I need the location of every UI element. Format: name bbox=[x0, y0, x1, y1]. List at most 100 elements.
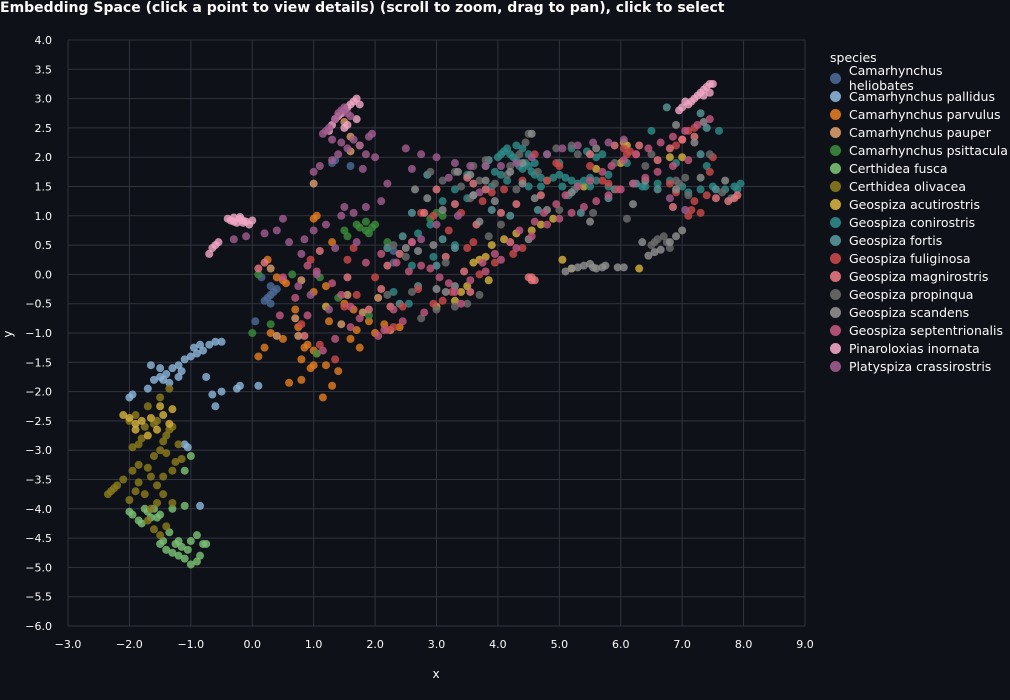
data-point[interactable] bbox=[398, 302, 407, 311]
data-point[interactable] bbox=[653, 156, 662, 165]
data-point[interactable] bbox=[229, 213, 238, 222]
legend-item[interactable]: Camarhynchus pallidus bbox=[830, 87, 1010, 105]
data-point[interactable] bbox=[668, 132, 677, 141]
data-point[interactable] bbox=[346, 334, 355, 343]
data-point[interactable] bbox=[174, 551, 183, 560]
data-point[interactable] bbox=[481, 252, 490, 261]
data-point[interactable] bbox=[552, 200, 561, 209]
data-point[interactable] bbox=[174, 537, 183, 546]
data-point[interactable] bbox=[340, 302, 349, 311]
data-point[interactable] bbox=[426, 220, 435, 229]
data-point[interactable] bbox=[343, 144, 352, 153]
data-point[interactable] bbox=[315, 161, 324, 170]
data-point[interactable] bbox=[254, 352, 263, 361]
data-point[interactable] bbox=[149, 419, 158, 428]
data-point[interactable] bbox=[168, 466, 177, 475]
data-point[interactable] bbox=[208, 244, 217, 253]
data-point[interactable] bbox=[235, 212, 244, 221]
data-point[interactable] bbox=[512, 185, 521, 194]
data-point[interactable] bbox=[337, 138, 346, 147]
data-point[interactable] bbox=[217, 387, 226, 396]
data-point[interactable] bbox=[318, 346, 327, 355]
data-point[interactable] bbox=[604, 170, 613, 179]
data-point[interactable] bbox=[312, 270, 321, 279]
data-point[interactable] bbox=[128, 390, 137, 399]
data-point[interactable] bbox=[165, 384, 174, 393]
data-point[interactable] bbox=[647, 150, 656, 159]
data-point[interactable] bbox=[174, 372, 183, 381]
data-point[interactable] bbox=[711, 194, 720, 203]
data-point[interactable] bbox=[616, 185, 625, 194]
data-point[interactable] bbox=[371, 273, 380, 282]
data-point[interactable] bbox=[331, 334, 340, 343]
data-point[interactable] bbox=[530, 159, 539, 168]
data-point[interactable] bbox=[466, 287, 475, 296]
data-point[interactable] bbox=[487, 205, 496, 214]
data-point[interactable] bbox=[662, 103, 671, 112]
data-point[interactable] bbox=[610, 141, 619, 150]
data-point[interactable] bbox=[496, 208, 505, 217]
data-point[interactable] bbox=[260, 296, 269, 305]
data-point[interactable] bbox=[469, 238, 478, 247]
data-point[interactable] bbox=[543, 150, 552, 159]
data-point[interactable] bbox=[678, 226, 687, 235]
legend-item[interactable]: Camarhynchus parvulus bbox=[830, 105, 1010, 123]
data-point[interactable] bbox=[699, 91, 708, 100]
data-point[interactable] bbox=[552, 144, 561, 153]
data-point[interactable] bbox=[143, 431, 152, 440]
data-point[interactable] bbox=[242, 232, 251, 241]
data-point[interactable] bbox=[162, 431, 171, 440]
data-point[interactable] bbox=[469, 191, 478, 200]
data-point[interactable] bbox=[702, 161, 711, 170]
data-point[interactable] bbox=[604, 179, 613, 188]
data-point[interactable] bbox=[533, 167, 542, 176]
data-point[interactable] bbox=[687, 205, 696, 214]
data-point[interactable] bbox=[567, 264, 576, 273]
data-point[interactable] bbox=[638, 238, 647, 247]
data-point[interactable] bbox=[401, 144, 410, 153]
data-point[interactable] bbox=[146, 413, 155, 422]
data-point[interactable] bbox=[153, 513, 162, 522]
data-point[interactable] bbox=[349, 208, 358, 217]
data-point[interactable] bbox=[619, 263, 628, 272]
data-point[interactable] bbox=[506, 161, 515, 170]
data-point[interactable] bbox=[478, 258, 487, 267]
data-point[interactable] bbox=[159, 437, 168, 446]
data-point[interactable] bbox=[668, 161, 677, 170]
data-point[interactable] bbox=[272, 331, 281, 340]
data-point[interactable] bbox=[432, 285, 441, 294]
data-point[interactable] bbox=[450, 296, 459, 305]
data-point[interactable] bbox=[331, 115, 340, 124]
data-point[interactable] bbox=[586, 182, 595, 191]
data-point[interactable] bbox=[475, 188, 484, 197]
data-point[interactable] bbox=[355, 314, 364, 323]
data-point[interactable] bbox=[512, 141, 521, 150]
data-point[interactable] bbox=[321, 220, 330, 229]
data-point[interactable] bbox=[481, 267, 490, 276]
data-point[interactable] bbox=[137, 434, 146, 443]
data-point[interactable] bbox=[619, 144, 628, 153]
data-point[interactable] bbox=[205, 249, 214, 258]
data-point[interactable] bbox=[721, 176, 730, 185]
data-point[interactable] bbox=[266, 290, 275, 299]
data-point[interactable] bbox=[696, 173, 705, 182]
data-point[interactable] bbox=[196, 340, 205, 349]
data-point[interactable] bbox=[432, 261, 441, 270]
data-point[interactable] bbox=[589, 138, 598, 147]
data-point[interactable] bbox=[450, 282, 459, 291]
data-point[interactable] bbox=[312, 349, 321, 358]
data-point[interactable] bbox=[527, 226, 536, 235]
data-point[interactable] bbox=[407, 164, 416, 173]
data-point[interactable] bbox=[724, 197, 733, 206]
data-point[interactable] bbox=[466, 161, 475, 170]
data-point[interactable] bbox=[361, 203, 370, 212]
data-point[interactable] bbox=[358, 308, 367, 317]
data-point[interactable] bbox=[417, 150, 426, 159]
data-point[interactable] bbox=[361, 150, 370, 159]
data-point[interactable] bbox=[469, 179, 478, 188]
data-point[interactable] bbox=[681, 205, 690, 214]
data-point[interactable] bbox=[484, 276, 493, 285]
data-point[interactable] bbox=[192, 557, 201, 566]
data-point[interactable] bbox=[407, 208, 416, 217]
